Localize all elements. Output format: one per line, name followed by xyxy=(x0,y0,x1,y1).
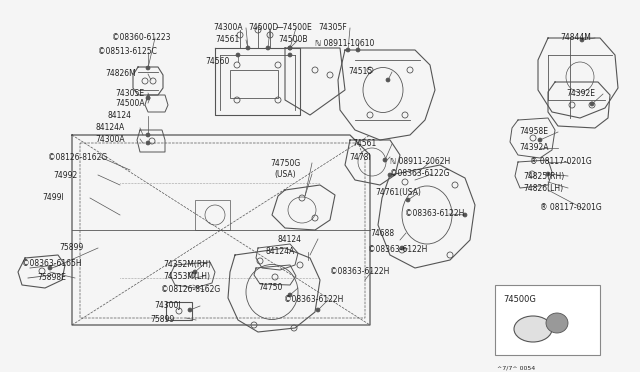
Circle shape xyxy=(383,158,387,162)
Text: 75899: 75899 xyxy=(150,315,174,324)
Text: 74992: 74992 xyxy=(53,170,77,180)
Circle shape xyxy=(406,198,410,202)
Text: 74392A: 74392A xyxy=(519,144,548,153)
Text: ©08363-6122H: ©08363-6122H xyxy=(284,295,344,305)
Text: 74750G: 74750G xyxy=(270,158,300,167)
Text: 7499I: 7499I xyxy=(42,193,64,202)
Text: 84124A: 84124A xyxy=(95,124,124,132)
Text: 74825(RH): 74825(RH) xyxy=(523,171,564,180)
Text: 74561: 74561 xyxy=(215,35,239,45)
Circle shape xyxy=(316,308,320,312)
Text: 74500G: 74500G xyxy=(503,295,536,304)
Circle shape xyxy=(463,213,467,217)
Circle shape xyxy=(288,46,292,50)
Circle shape xyxy=(388,173,392,177)
Text: ℕ 08911-2062H: ℕ 08911-2062H xyxy=(390,157,451,167)
Text: ©08513-6125C: ©08513-6125C xyxy=(98,48,157,57)
Circle shape xyxy=(386,78,390,82)
Ellipse shape xyxy=(546,313,568,333)
Text: ©08360-61223: ©08360-61223 xyxy=(112,33,170,42)
Text: 74561: 74561 xyxy=(352,140,376,148)
Text: ©08363-6122G: ©08363-6122G xyxy=(390,170,449,179)
Text: 74392E: 74392E xyxy=(566,90,595,99)
Circle shape xyxy=(400,246,404,250)
Text: 74826M: 74826M xyxy=(105,70,136,78)
Circle shape xyxy=(146,66,150,70)
Text: ® 08117-0201G: ® 08117-0201G xyxy=(540,203,602,212)
Text: 74844M: 74844M xyxy=(560,33,591,42)
Text: 84124: 84124 xyxy=(108,112,132,121)
Circle shape xyxy=(580,38,584,42)
Circle shape xyxy=(146,141,150,145)
Text: 84124A: 84124A xyxy=(265,247,294,257)
Text: 74300J: 74300J xyxy=(154,301,180,311)
Circle shape xyxy=(236,53,240,57)
Text: 74500B: 74500B xyxy=(278,35,307,45)
Circle shape xyxy=(288,293,292,297)
Circle shape xyxy=(146,96,150,100)
Text: 74353M(LH): 74353M(LH) xyxy=(163,272,210,280)
Circle shape xyxy=(266,46,270,50)
Circle shape xyxy=(346,48,350,52)
Text: 74500A: 74500A xyxy=(115,99,145,108)
Text: 74560: 74560 xyxy=(205,58,229,67)
Circle shape xyxy=(356,48,360,52)
Text: ©08126-8162G: ©08126-8162G xyxy=(161,285,220,295)
Text: 74300A: 74300A xyxy=(213,23,243,32)
Text: 74515: 74515 xyxy=(348,67,372,77)
Text: 74305E: 74305E xyxy=(115,89,144,97)
Text: 84124: 84124 xyxy=(278,234,302,244)
Text: ©08363-6122H: ©08363-6122H xyxy=(405,209,465,218)
Text: 74761(USA): 74761(USA) xyxy=(375,189,421,198)
Text: 74352M(RH): 74352M(RH) xyxy=(163,260,211,269)
Text: 74826(LH): 74826(LH) xyxy=(523,183,563,192)
Text: ® 08117-0201G: ® 08117-0201G xyxy=(530,157,592,167)
Bar xyxy=(495,285,600,355)
Circle shape xyxy=(538,138,542,142)
Circle shape xyxy=(288,46,292,50)
Text: 74305F: 74305F xyxy=(318,23,347,32)
Text: ©08363-6122H: ©08363-6122H xyxy=(330,266,389,276)
Circle shape xyxy=(546,172,550,176)
Text: 7478I: 7478I xyxy=(349,153,371,161)
Bar xyxy=(166,302,192,320)
Text: 75899: 75899 xyxy=(59,244,83,253)
Bar xyxy=(195,200,230,230)
Text: ©08363-6122H: ©08363-6122H xyxy=(368,244,428,253)
Text: ©08126-8162G: ©08126-8162G xyxy=(48,153,108,161)
Circle shape xyxy=(48,266,52,270)
Text: —74500E: —74500E xyxy=(276,23,313,32)
Text: 74688: 74688 xyxy=(370,228,394,237)
Circle shape xyxy=(590,102,594,106)
Circle shape xyxy=(246,46,250,50)
Ellipse shape xyxy=(514,316,552,342)
Circle shape xyxy=(193,270,197,274)
Text: 74300A: 74300A xyxy=(95,135,125,144)
Text: 74958E: 74958E xyxy=(519,128,548,137)
Text: 74500D: 74500D xyxy=(248,23,278,32)
Circle shape xyxy=(188,308,192,312)
Text: ©08363-6165H: ©08363-6165H xyxy=(22,259,82,267)
Text: (USA): (USA) xyxy=(274,170,296,179)
Text: ℕ 08911-10610: ℕ 08911-10610 xyxy=(315,38,374,48)
Bar xyxy=(230,70,278,98)
Circle shape xyxy=(146,133,150,137)
Circle shape xyxy=(288,53,292,57)
Text: ^7/7^ 0054: ^7/7^ 0054 xyxy=(497,365,535,370)
Text: 75898E: 75898E xyxy=(37,273,66,282)
Text: 74750: 74750 xyxy=(258,283,282,292)
